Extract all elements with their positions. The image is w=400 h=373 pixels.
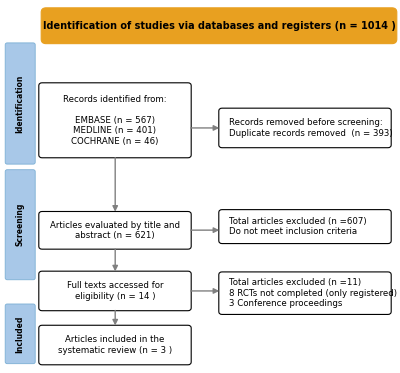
Text: Total articles excluded (n =607)
Do not meet inclusion criteria: Total articles excluded (n =607) Do not … — [229, 217, 367, 236]
Text: Full texts accessed for
eligibility (n = 14 ): Full texts accessed for eligibility (n =… — [67, 281, 163, 301]
FancyBboxPatch shape — [39, 83, 191, 158]
Text: Screening: Screening — [16, 203, 25, 247]
FancyBboxPatch shape — [5, 43, 35, 164]
Text: Identification: Identification — [16, 74, 25, 133]
Text: Included: Included — [16, 315, 25, 352]
Text: Records identified from:

EMBASE (n = 567)
MEDLINE (n = 401)
COCHRANE (n = 46): Records identified from: EMBASE (n = 567… — [63, 95, 167, 145]
FancyBboxPatch shape — [41, 8, 397, 44]
FancyBboxPatch shape — [39, 271, 191, 311]
Text: Articles included in the
systematic review (n = 3 ): Articles included in the systematic revi… — [58, 335, 172, 355]
FancyBboxPatch shape — [5, 304, 35, 364]
FancyBboxPatch shape — [219, 210, 391, 244]
FancyBboxPatch shape — [219, 108, 391, 148]
Text: Identification of studies via databases and registers (n = 1014 ): Identification of studies via databases … — [42, 21, 396, 31]
FancyBboxPatch shape — [219, 272, 391, 314]
FancyBboxPatch shape — [39, 211, 191, 249]
Text: Articles evaluated by title and
abstract (n = 621): Articles evaluated by title and abstract… — [50, 220, 180, 240]
FancyBboxPatch shape — [39, 325, 191, 365]
FancyBboxPatch shape — [5, 170, 35, 280]
Text: Total articles excluded (n =11)
8 RCTs not completed (only registered)
3 Confere: Total articles excluded (n =11) 8 RCTs n… — [229, 278, 397, 308]
Text: Records removed before screening:
Duplicate records removed  (n = 393): Records removed before screening: Duplic… — [229, 118, 393, 138]
